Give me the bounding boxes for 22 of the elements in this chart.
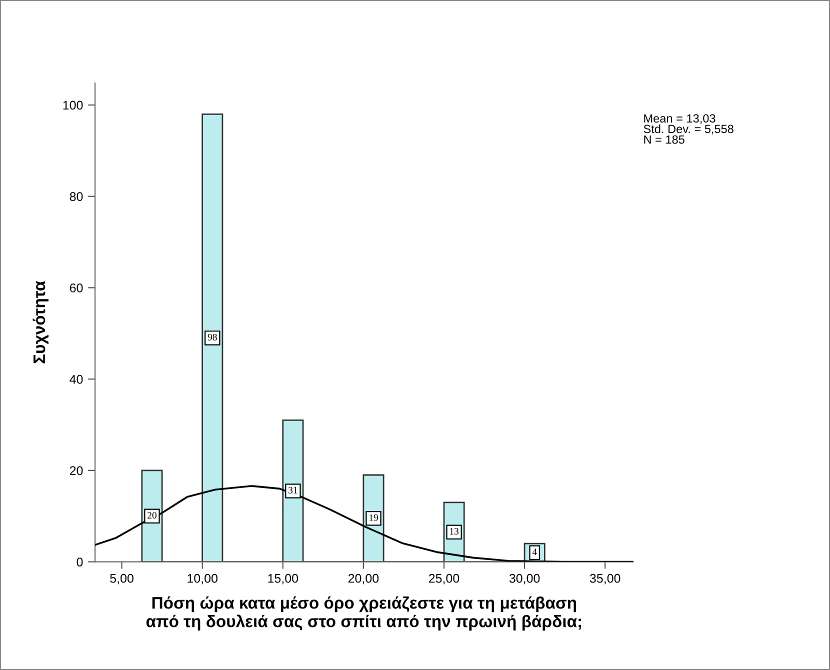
y-tick-label: 100 (63, 100, 83, 110)
y-tick-label: 80 (70, 192, 83, 202)
y-tick-label: 20 (70, 466, 83, 476)
text: Mean = 13,03 Std. Dev. = 5,558 N = 185 (644, 114, 734, 144)
x-tick-label: 25,00 (428, 574, 460, 584)
x-tick-label: 15,00 (268, 574, 298, 584)
data-label: 19 (370, 514, 378, 521)
y-axis-title: Συχνότητα (32, 281, 48, 364)
data-label: 20 (148, 512, 156, 519)
y-tick-label: 40 (70, 374, 83, 384)
x-axis-title: Πόση ώρα κατα μέσο όρο χρειάζεστε για τη μετάβαση από τη δουλειά σας στο σπίτι από την πρωινή βάρδια; (146, 596, 582, 631)
x-tick-label: 20,00 (348, 574, 379, 584)
data-label: 13 (450, 528, 459, 535)
x-tick-label: 35,00 (590, 574, 620, 584)
y-tick-label: 60 (70, 284, 83, 292)
data-label: 98 (208, 334, 217, 340)
x-tick-label: 10,00 (188, 574, 218, 584)
data-label: 4 (532, 548, 537, 555)
x-tick-label: 30,00 (509, 574, 540, 584)
x-tick-label: 5,00 (110, 574, 134, 584)
data-label: 31 (288, 486, 298, 494)
y-tick-label: 0 (76, 558, 83, 566)
